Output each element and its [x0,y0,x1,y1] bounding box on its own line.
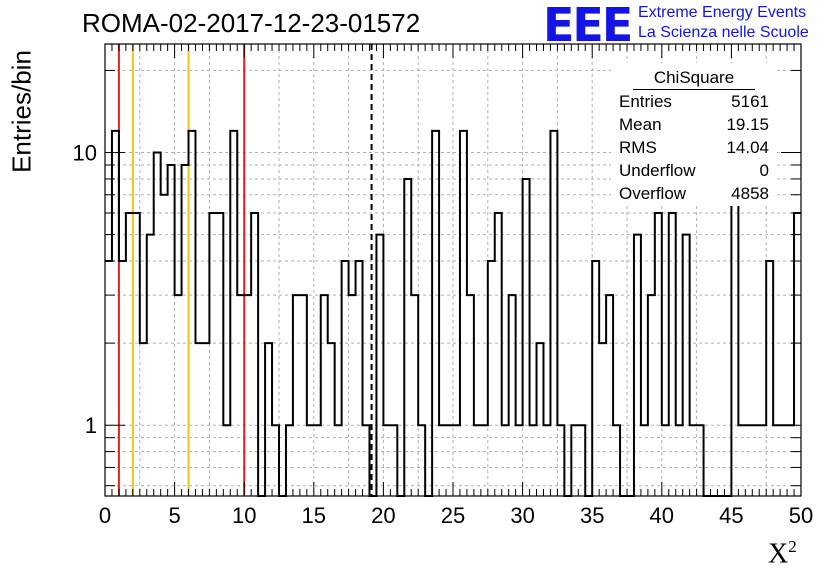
y-tick-label: 1 [85,413,97,438]
stats-title: ChiSquare [633,67,755,90]
x-tick-label: 15 [302,503,326,528]
histogram-line [105,129,801,497]
stats-row: RMS 14.04 [611,136,777,159]
y-tick-label: 10 [73,141,97,166]
stats-label: Underflow [619,161,696,180]
x-axis-label-sup: 2 [788,537,797,556]
stats-value: 19.15 [726,115,769,134]
x-tick-label: 40 [650,503,674,528]
x-tick-label: 0 [99,503,111,528]
stats-value: 4858 [731,184,769,203]
stats-value: 14.04 [726,138,769,157]
stats-label: Entries [619,92,672,111]
chart-title: ROMA-02-2017-12-23-01572 [82,8,421,38]
stats-row: Overflow 4858 [611,182,777,205]
x-tick-label: 20 [371,503,395,528]
x-tick-label: 10 [232,503,256,528]
stats-row: Entries 5161 [611,90,777,113]
logo-line-2: La Scienza nelle Scuole [638,24,809,41]
stats-value: 5161 [731,92,769,111]
stats-row: Mean 19.15 [611,113,777,136]
x-axis-label: X2 [768,537,797,570]
x-axis-label-base: X [768,538,789,570]
x-tick-label: 45 [719,503,743,528]
logo-line-1: Extreme Energy Events [638,4,807,21]
x-tick-label: 50 [789,503,813,528]
stats-value: 0 [759,161,769,180]
x-tick-label: 5 [168,503,180,528]
eee-logo: EEE [543,0,633,52]
y-axis-label: Entries/bin [6,50,37,173]
stats-label: RMS [619,138,657,157]
x-tick-label: 25 [441,503,465,528]
x-tick-label: 30 [510,503,534,528]
stats-row: Underflow 0 [611,159,777,182]
x-tick-label: 35 [580,503,604,528]
stats-box: ChiSquare Entries 5161 Mean 19.15 RMS 14.04… [611,63,777,206]
stats-label: Mean [619,115,662,134]
stats-label: Overflow [619,184,687,203]
